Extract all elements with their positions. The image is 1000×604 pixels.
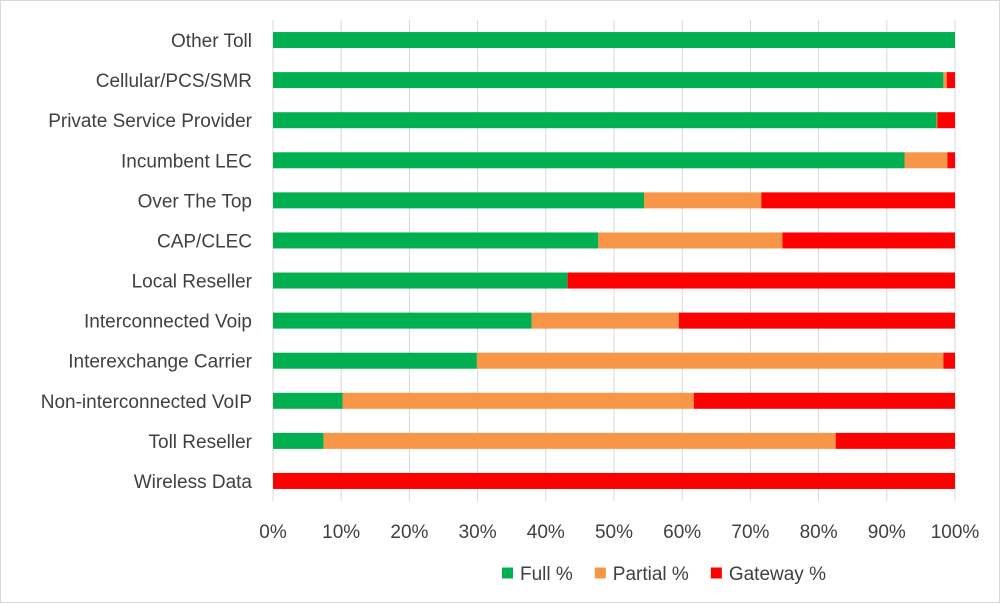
bars [273, 32, 955, 489]
category-label: Incumbent LEC [121, 151, 252, 172]
bar-segment [531, 312, 679, 329]
legend-swatch [594, 567, 606, 579]
legend-label: Gateway % [729, 564, 826, 585]
bar-segment [273, 432, 324, 449]
bar-segment [782, 232, 955, 249]
bar-segment [598, 232, 783, 249]
bar-row [273, 392, 955, 409]
bar-row [273, 152, 955, 169]
bar-row [273, 272, 955, 289]
category-label: Interexchange Carrier [68, 352, 252, 373]
legend: Full % Partial % Gateway % [502, 564, 826, 585]
bar-row [273, 192, 955, 209]
legend-label: Partial % [613, 564, 689, 585]
bar-segment [273, 352, 477, 369]
bar-segment [937, 112, 955, 129]
bar-segment [476, 352, 944, 369]
x-tick-label: 20% [390, 522, 428, 543]
bar-row [273, 312, 955, 329]
x-tick-label: 0% [259, 522, 287, 543]
bar-segment [693, 392, 955, 409]
bar-segment [678, 312, 955, 329]
category-labels: Other Toll Cellular/PCS/SMR Private Servic… [41, 31, 253, 493]
bar-segment [323, 432, 836, 449]
x-tick-label: 100% [931, 522, 980, 543]
bar-row [273, 32, 955, 49]
bar-segment [342, 392, 694, 409]
bar-segment [567, 272, 955, 289]
category-label: Other Toll [171, 31, 252, 52]
category-label: Wireless Data [134, 472, 253, 493]
category-label: Interconnected Voip [84, 312, 252, 333]
legend-swatch [710, 567, 722, 579]
bar-segment [273, 232, 599, 249]
legend-item: Gateway % [710, 564, 826, 585]
bar-segment [835, 432, 955, 449]
bar-row [273, 432, 955, 449]
category-label: CAP/CLEC [157, 231, 252, 252]
bar-segment [946, 72, 955, 89]
bar-row [273, 352, 955, 369]
bar-segment [273, 72, 944, 89]
bar-segment [904, 152, 948, 169]
bar-segment [273, 392, 343, 409]
category-label: Toll Reseller [149, 432, 253, 453]
bar-segment [947, 152, 955, 169]
bar-segment [644, 192, 762, 209]
x-tick-label: 50% [595, 522, 633, 543]
category-label: Private Service Provider [48, 111, 252, 132]
bar-segment [943, 352, 955, 369]
gridlines [272, 20, 956, 501]
x-tick-label: 60% [663, 522, 701, 543]
bar-segment [273, 32, 955, 49]
x-tick-label: 10% [322, 522, 360, 543]
category-label: Cellular/PCS/SMR [96, 71, 252, 92]
x-tick-label: 40% [527, 522, 565, 543]
category-label: Over The Top [138, 191, 252, 212]
bar-segment [936, 112, 938, 129]
bar-segment [761, 192, 955, 209]
x-tick-label: 30% [459, 522, 497, 543]
bar-row [273, 232, 955, 249]
x-tick-label: 80% [800, 522, 838, 543]
x-tick-label: 70% [731, 522, 769, 543]
bar-segment [273, 112, 937, 129]
bar-row [273, 72, 955, 89]
bar-segment [273, 312, 532, 329]
bar-segment [273, 272, 568, 289]
x-tick-label: 90% [868, 522, 906, 543]
bar-segment [943, 72, 947, 89]
legend-item: Partial % [594, 564, 689, 585]
legend-swatch [502, 567, 514, 579]
x-axis-tick-labels: 0% 10% 20% 30% 40% 50% 60% 70% 80% 90% 100% [259, 522, 979, 543]
legend-label: Full % [520, 564, 573, 585]
category-label: Non-interconnected VoIP [41, 392, 252, 413]
category-label: Local Reseller [132, 272, 253, 293]
bar-row [273, 472, 955, 489]
bar-row [273, 112, 955, 129]
bar-segment [273, 152, 905, 169]
bar-segment [273, 192, 645, 209]
bar-segment [273, 472, 955, 489]
legend-item: Full % [502, 564, 573, 585]
